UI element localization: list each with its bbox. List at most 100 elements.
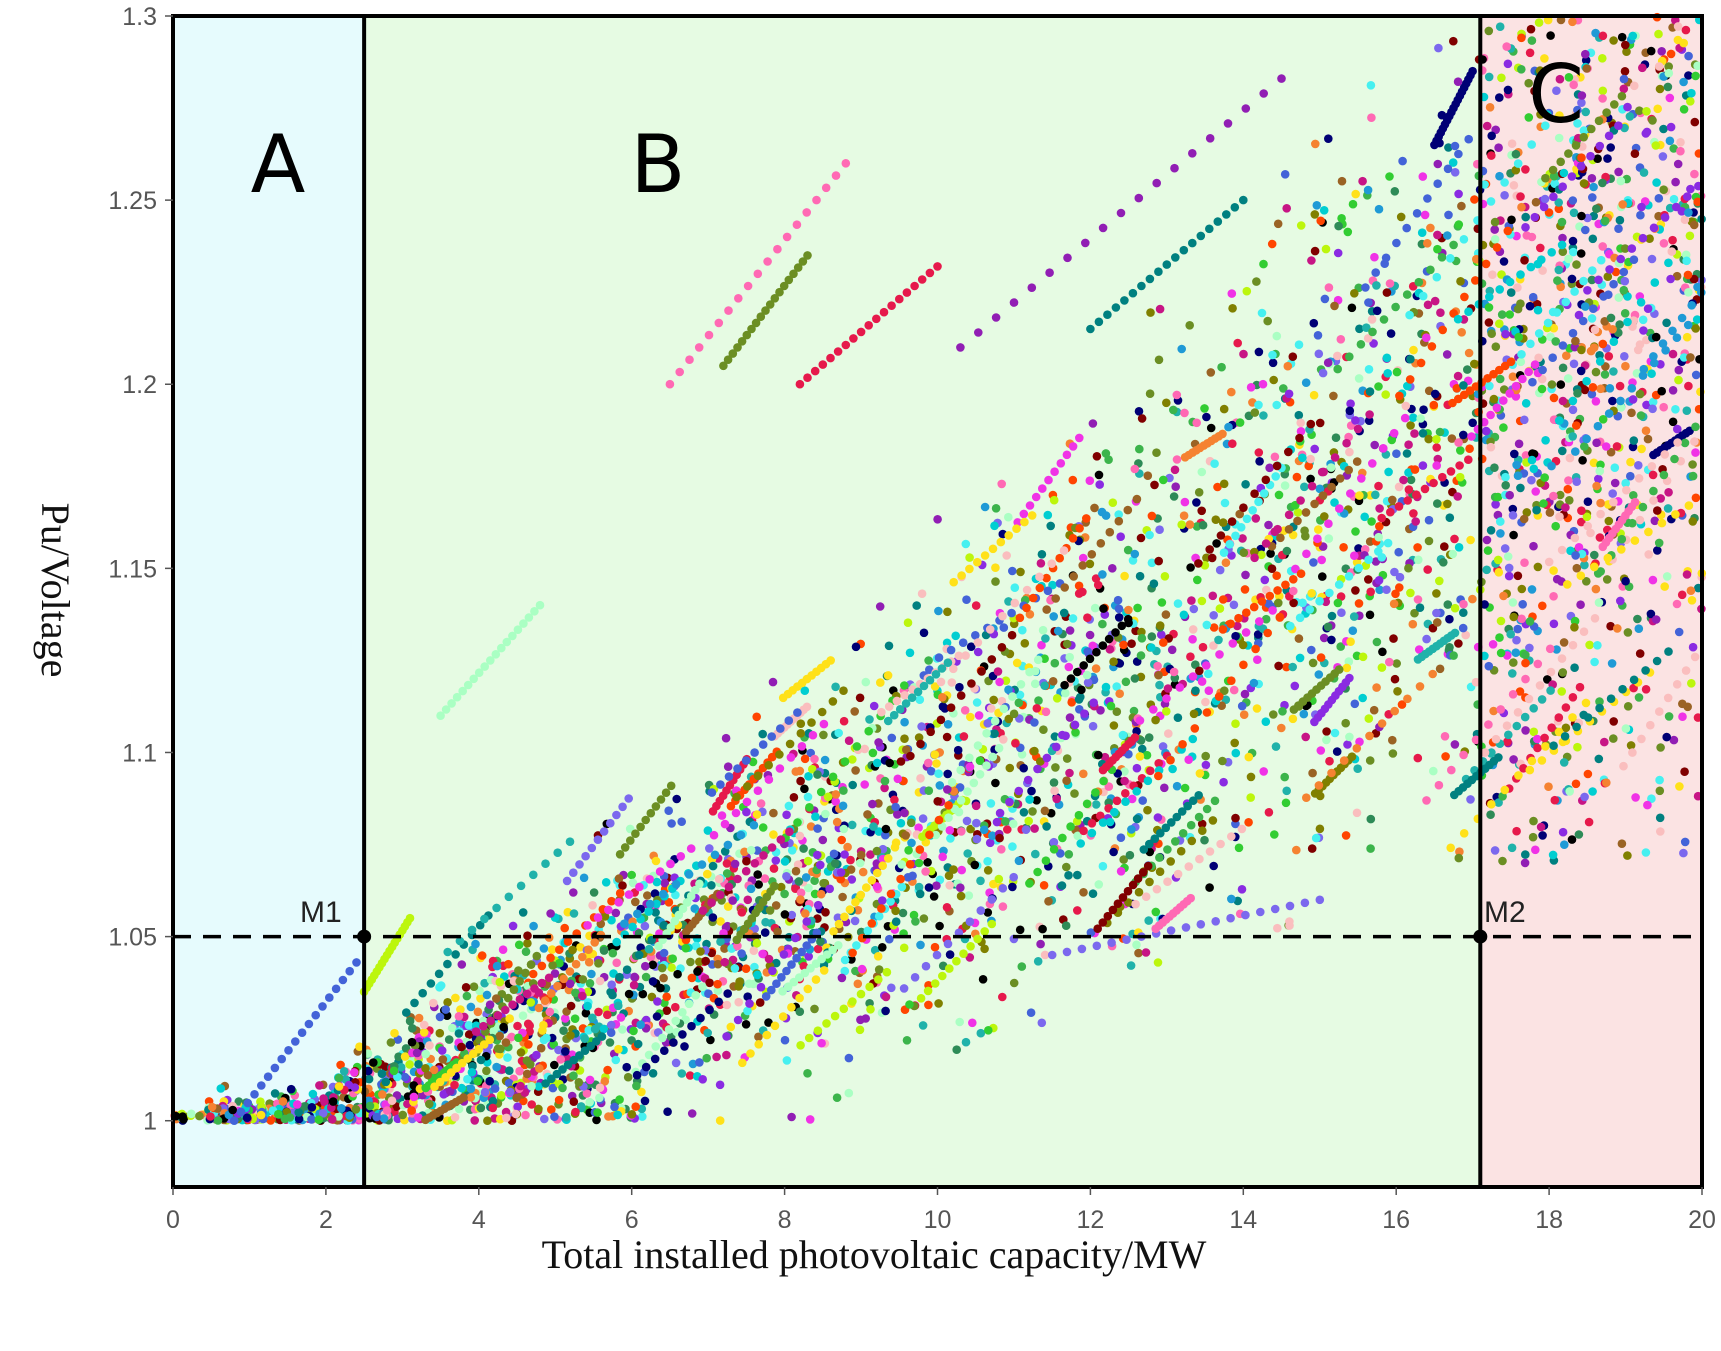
data-point	[1544, 782, 1553, 791]
data-point	[1520, 858, 1530, 868]
data-point	[810, 1004, 819, 1014]
data-point	[961, 1037, 971, 1047]
data-point	[1457, 201, 1466, 211]
data-point	[1648, 575, 1658, 585]
data-point	[398, 1110, 408, 1120]
data-point	[1686, 586, 1696, 595]
data-point	[1508, 372, 1518, 382]
data-point	[1189, 604, 1199, 614]
data-point	[1132, 763, 1142, 773]
data-point	[833, 347, 843, 356]
data-point	[1452, 384, 1462, 393]
data-point	[925, 268, 935, 278]
data-point	[1497, 270, 1506, 279]
data-point	[983, 857, 992, 866]
data-point	[753, 970, 762, 980]
data-point	[535, 600, 545, 610]
data-point	[1012, 658, 1022, 668]
data-point	[768, 677, 778, 687]
data-point	[977, 667, 986, 676]
data-point	[764, 760, 773, 770]
data-point	[1588, 234, 1598, 244]
data-point	[466, 1084, 476, 1093]
data-point	[555, 945, 564, 954]
data-point	[1035, 583, 1045, 593]
data-point	[1564, 476, 1573, 485]
data-point	[1295, 653, 1305, 663]
data-point	[1546, 31, 1555, 40]
data-point	[1561, 503, 1570, 512]
data-point	[615, 888, 625, 898]
data-point	[1348, 199, 1358, 209]
data-point	[1490, 217, 1500, 227]
data-point	[1604, 516, 1614, 526]
data-point	[311, 1010, 321, 1020]
data-point	[1409, 509, 1418, 518]
data-point	[1553, 276, 1562, 285]
data-point	[965, 753, 974, 763]
data-point	[1653, 104, 1662, 114]
data-point	[1347, 752, 1357, 761]
data-point	[1585, 640, 1594, 650]
data-point	[1496, 517, 1505, 526]
data-point	[887, 301, 896, 311]
data-point	[1517, 584, 1527, 594]
data-point	[1235, 418, 1245, 427]
data-point	[914, 858, 924, 868]
data-point	[1382, 585, 1391, 594]
data-point	[826, 353, 835, 363]
data-point	[1648, 404, 1657, 414]
data-point	[850, 916, 860, 926]
data-point	[1438, 325, 1447, 335]
data-point	[1218, 756, 1227, 766]
data-point	[1217, 362, 1226, 372]
data-point	[1591, 397, 1601, 406]
data-point	[743, 1006, 752, 1016]
data-point	[454, 1029, 464, 1038]
data-point	[207, 1102, 217, 1112]
data-point	[1684, 288, 1693, 297]
data-point	[903, 618, 913, 627]
data-point	[834, 728, 843, 738]
data-point	[1676, 146, 1685, 156]
data-point	[1153, 958, 1163, 967]
data-point	[1534, 329, 1544, 338]
data-point	[1394, 547, 1403, 557]
data-point	[1457, 328, 1466, 337]
data-point	[1635, 340, 1645, 349]
data-point	[1351, 189, 1360, 199]
data-point	[924, 883, 934, 892]
data-point	[784, 801, 794, 811]
data-point	[1639, 326, 1648, 335]
data-point	[662, 1006, 672, 1015]
data-point	[866, 1005, 875, 1014]
data-point	[1197, 819, 1207, 829]
data-point	[568, 945, 577, 955]
data-point	[1088, 721, 1098, 731]
data-point	[818, 360, 828, 369]
data-point	[1308, 658, 1318, 668]
data-point	[1517, 202, 1526, 212]
data-point	[464, 1030, 474, 1039]
data-point	[958, 638, 968, 647]
data-point	[1501, 472, 1510, 482]
data-point	[1616, 596, 1625, 606]
data-point	[983, 908, 993, 917]
data-point	[1528, 832, 1538, 842]
data-point	[1678, 712, 1687, 721]
data-point	[942, 732, 952, 742]
data-point	[1259, 89, 1268, 98]
data-point	[1350, 289, 1359, 298]
data-point	[1365, 610, 1375, 620]
data-point	[1595, 466, 1605, 476]
data-point	[677, 1069, 687, 1078]
data-point	[534, 1082, 543, 1091]
data-point	[576, 1102, 586, 1111]
data-point	[546, 953, 555, 963]
data-point	[1255, 457, 1264, 466]
data-point	[970, 860, 980, 870]
data-point	[957, 865, 966, 875]
data-point	[665, 379, 675, 389]
data-point	[1086, 928, 1096, 937]
data-point	[461, 983, 471, 992]
